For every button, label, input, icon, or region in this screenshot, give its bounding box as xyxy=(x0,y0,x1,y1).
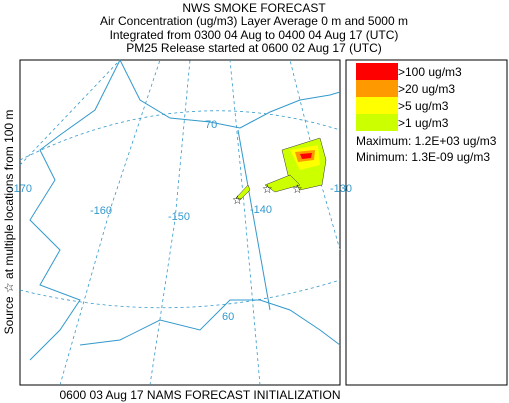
graticule-label: -170 xyxy=(10,183,32,195)
graticule-label: -160 xyxy=(90,205,112,217)
source-marker: ☆ xyxy=(292,182,303,196)
coastline xyxy=(29,59,341,361)
legend-maximum: Maximum: 1.2E+03 ug/m3 xyxy=(356,134,497,148)
graticule-label: -150 xyxy=(168,211,190,223)
graticule-label: -130 xyxy=(330,183,352,195)
coastline xyxy=(119,59,341,129)
legend-swatch xyxy=(356,97,398,114)
legend-label: >20 ug/m3 xyxy=(398,82,455,96)
graticule xyxy=(149,59,191,386)
source-marker: ☆ xyxy=(232,193,243,207)
plume xyxy=(264,174,301,193)
graticule-label: 60 xyxy=(222,311,234,323)
graticule xyxy=(19,279,341,309)
map-frame xyxy=(19,59,341,386)
source-marker: ☆ xyxy=(262,182,273,196)
subtitle: PM25 Release started at 0600 02 Aug 17 (… xyxy=(126,41,381,55)
title: NWS SMOKE FORECAST xyxy=(182,1,326,15)
graticule xyxy=(229,59,261,386)
legend-frame xyxy=(345,59,508,386)
side-label: Source ☆ at multiple locations from 100 … xyxy=(2,110,16,335)
graticule xyxy=(19,59,121,166)
legend-label: >1 ug/m3 xyxy=(398,116,449,130)
plume xyxy=(235,184,251,201)
legend-swatch xyxy=(356,114,398,131)
map: ☆ ☆ ☆ xyxy=(19,59,341,386)
graticule xyxy=(59,59,161,386)
border xyxy=(237,129,271,311)
legend-label: >5 ug/m3 xyxy=(398,99,449,113)
legend-swatch xyxy=(356,63,398,80)
legend-swatch xyxy=(356,80,398,97)
plume xyxy=(300,153,312,159)
legend-label: >100 ug/m3 xyxy=(398,65,462,79)
legend-minimum: Minimum: 1.3E-09 ug/m3 xyxy=(356,150,490,164)
graticule-label: -140 xyxy=(250,204,272,216)
graticule-label: 70 xyxy=(205,119,217,131)
footer: 0600 03 Aug 17 NAMS FORECAST INITIALIZAT… xyxy=(60,388,341,402)
subtitle: Air Concentration (ug/m3) Layer Average … xyxy=(100,14,408,28)
subtitle: Integrated from 0300 04 Aug to 0400 04 A… xyxy=(110,28,399,42)
